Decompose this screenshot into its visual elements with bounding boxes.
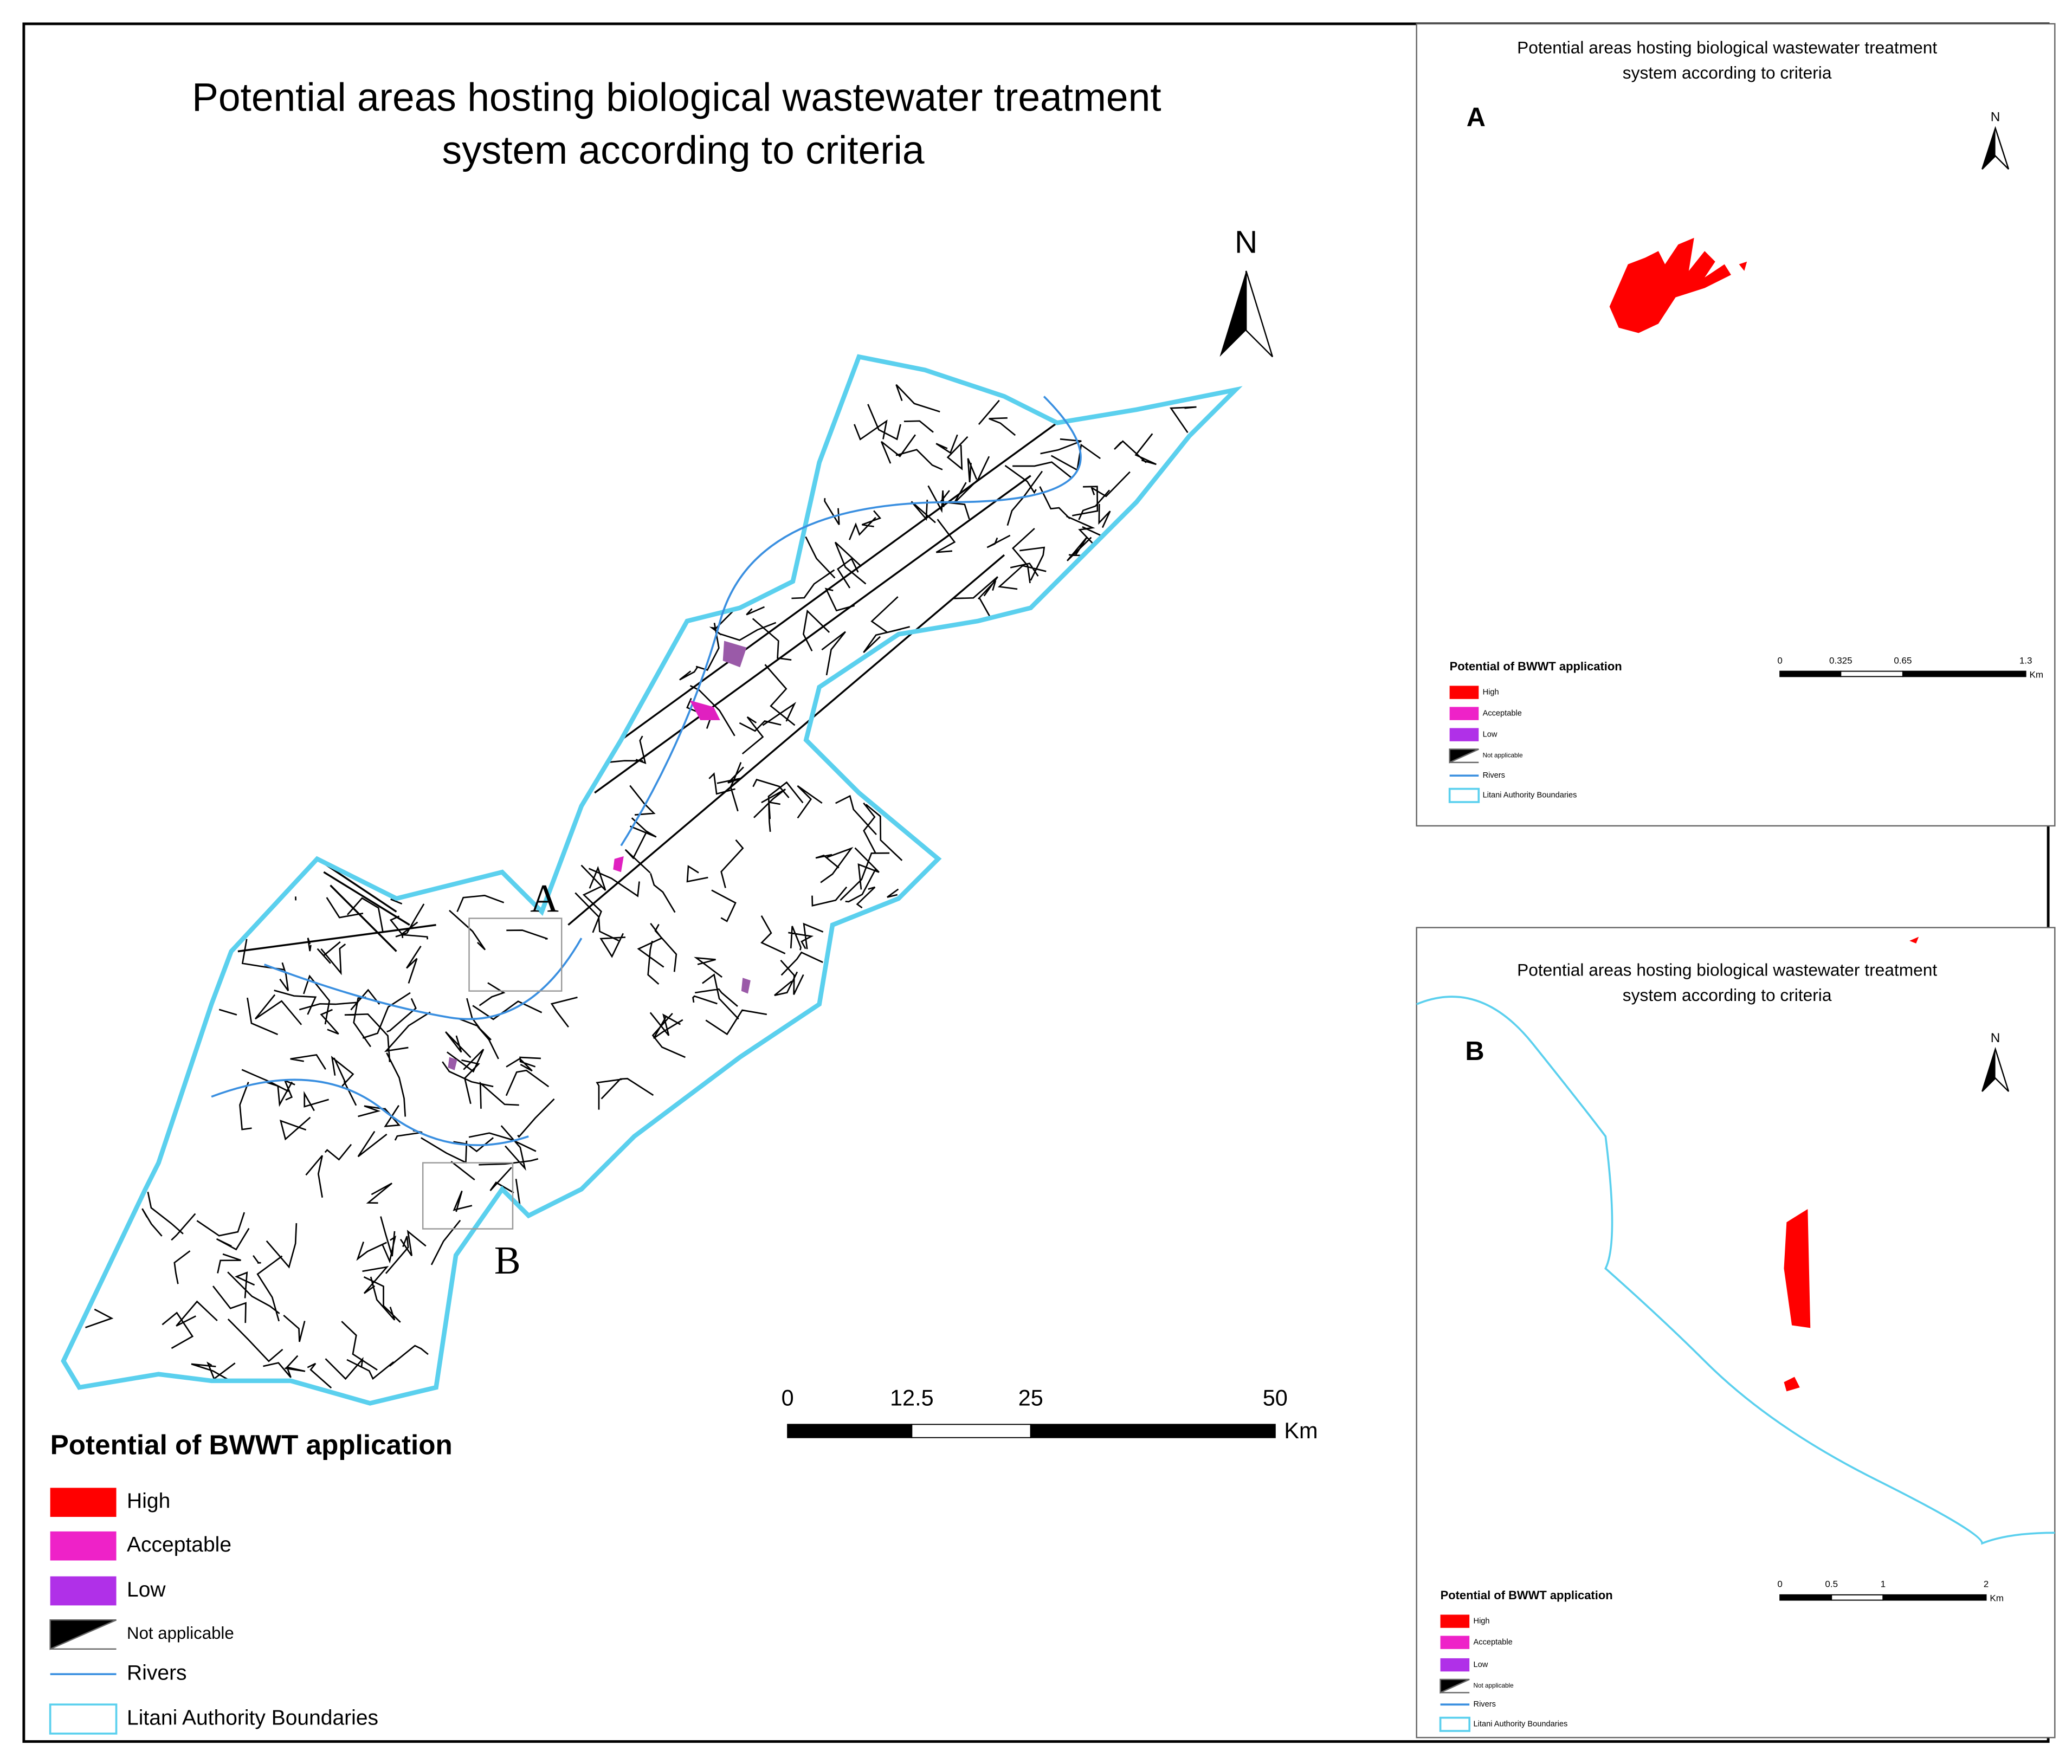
inset-label: A bbox=[1467, 102, 1486, 132]
legend-title: Potential of BWWT application bbox=[50, 1429, 453, 1460]
scale-label: 25 bbox=[1018, 1385, 1043, 1411]
inset-extent bbox=[468, 917, 563, 992]
scale-label: 12.5 bbox=[890, 1385, 934, 1411]
main-title: system according to criteria bbox=[442, 128, 925, 172]
scale-label: 0.5 bbox=[1825, 1579, 1838, 1589]
legend-label: Litani Authority Boundaries bbox=[1474, 1720, 1568, 1729]
scale-unit: Km bbox=[1990, 1593, 2004, 1604]
legend-label: Low bbox=[1474, 1660, 1488, 1669]
legend-label: Litani Authority Boundaries bbox=[127, 1706, 378, 1729]
scale-unit: Km bbox=[2029, 669, 2043, 680]
legend-title: Potential of BWWT application bbox=[1450, 660, 1622, 673]
inset-marker: A bbox=[530, 876, 559, 920]
inset-title: Potential areas hosting biological waste… bbox=[1517, 38, 1937, 57]
main-title: Potential areas hosting biological waste… bbox=[192, 76, 1161, 120]
legend-label: Not applicable bbox=[127, 1624, 234, 1643]
inset-b-frame bbox=[1416, 927, 2056, 1739]
legend-label: Rivers bbox=[1474, 1700, 1496, 1709]
scale-segment bbox=[1030, 1424, 1276, 1438]
north-arrow bbox=[1219, 270, 1247, 357]
area-high bbox=[1909, 936, 1919, 944]
legend-label: Rivers bbox=[1483, 771, 1505, 780]
legend-label: Litani Authority Boundaries bbox=[1483, 791, 1577, 800]
legend-title: Potential of BWWT application bbox=[1441, 1588, 1613, 1602]
inset-title: Potential areas hosting biological waste… bbox=[1517, 960, 1937, 979]
legend-swatch bbox=[1440, 1636, 1470, 1649]
area-high bbox=[1609, 237, 1747, 333]
inset-extent bbox=[422, 1162, 514, 1230]
river bbox=[211, 396, 1082, 1146]
scale-label: 50 bbox=[1263, 1385, 1288, 1411]
legend-label: Not applicable bbox=[1474, 1682, 1514, 1689]
scale-segment bbox=[911, 1424, 1031, 1438]
legend-swatch bbox=[1440, 1678, 1470, 1694]
roads bbox=[85, 384, 1197, 1389]
legend-swatch bbox=[1448, 787, 1480, 803]
legend-label: Acceptable bbox=[1474, 1638, 1513, 1647]
scale-segment bbox=[1902, 670, 2026, 677]
legend-label: High bbox=[1483, 688, 1499, 696]
scale-label: 1 bbox=[1881, 1579, 1886, 1589]
legend-label: Acceptable bbox=[1483, 709, 1522, 718]
legend-label: Not applicable bbox=[1483, 752, 1523, 759]
legend-swatch bbox=[1449, 728, 1479, 741]
scale-unit: Km bbox=[1284, 1418, 1318, 1443]
legend-label: Acceptable bbox=[127, 1533, 231, 1556]
legend-swatch bbox=[1449, 686, 1479, 699]
inset-marker: B bbox=[494, 1238, 521, 1282]
scale-segment bbox=[1831, 1594, 1884, 1601]
legend-swatch bbox=[50, 1531, 117, 1561]
legend-swatch bbox=[1440, 1614, 1470, 1628]
scale-segment bbox=[1779, 1594, 1832, 1601]
scale-label: 1.3 bbox=[2019, 655, 2032, 665]
scale-label: 0 bbox=[1777, 1579, 1782, 1589]
legend-swatch bbox=[50, 1488, 117, 1517]
scale-label: 0 bbox=[782, 1385, 794, 1411]
legend-swatch bbox=[1449, 707, 1479, 720]
north-label: N bbox=[1235, 225, 1257, 260]
inset-title: system according to criteria bbox=[1623, 985, 1832, 1005]
area-high bbox=[1784, 1209, 1811, 1392]
scale-segment bbox=[1840, 670, 1903, 677]
scale-label: 0.65 bbox=[1894, 655, 1912, 665]
scale-label: 0.325 bbox=[1829, 655, 1852, 665]
legend-label: High bbox=[127, 1490, 170, 1513]
legend-swatch bbox=[49, 1703, 118, 1735]
scale-label: 0 bbox=[1777, 655, 1782, 665]
scale-segment bbox=[1779, 670, 1842, 677]
legend-swatch bbox=[49, 1619, 117, 1650]
boundary bbox=[61, 354, 1243, 1406]
legend-label: High bbox=[1474, 1617, 1490, 1625]
north-arrow bbox=[1245, 270, 1274, 358]
legend-label: Rivers bbox=[127, 1661, 187, 1684]
inset-label: B bbox=[1465, 1037, 1484, 1066]
inset-title: system according to criteria bbox=[1623, 63, 1832, 82]
scale-segment bbox=[787, 1424, 913, 1438]
north-label: N bbox=[1991, 109, 2000, 124]
inset-a-frame bbox=[1416, 23, 2056, 827]
boundary bbox=[1416, 996, 2055, 1545]
legend-swatch bbox=[1449, 748, 1479, 764]
legend-swatch bbox=[50, 1576, 117, 1606]
legend-swatch bbox=[1439, 1716, 1471, 1732]
area-acceptable bbox=[613, 700, 720, 873]
legend-label: Low bbox=[127, 1578, 166, 1601]
scale-segment bbox=[1882, 1594, 1987, 1601]
legend-label: Low bbox=[1483, 731, 1497, 739]
roads bbox=[237, 422, 1058, 953]
legend-swatch bbox=[1440, 1658, 1470, 1672]
scale-label: 2 bbox=[1984, 1579, 1989, 1589]
north-label: N bbox=[1991, 1031, 2000, 1045]
